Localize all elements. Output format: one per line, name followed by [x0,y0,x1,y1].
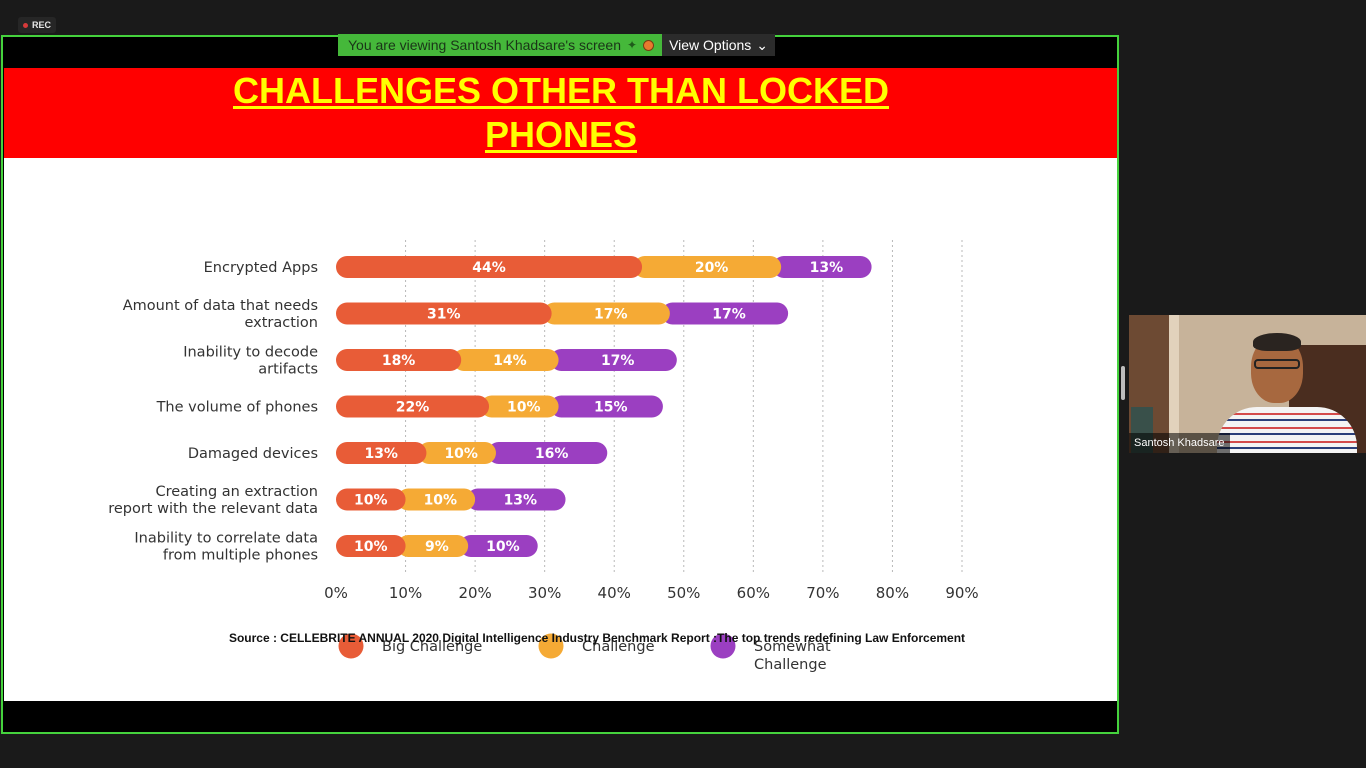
participant-glasses [1254,359,1300,369]
legend-label: Challenge [582,639,655,655]
bar-segment [480,395,559,418]
category-label: from multiple phones [163,548,318,564]
legend-label: Big Challenge [382,639,482,655]
x-tick-label: 30% [528,584,561,602]
recording-label: REC [32,20,52,30]
bar-segment [418,442,496,464]
slide-title-bar: CHALLENGES OTHER THAN LOCKED PHONES [4,68,1117,158]
data-label: 17% [601,353,635,369]
bar-segment [772,256,872,278]
x-tick-label: 40% [598,584,631,602]
bar-segment [550,395,663,418]
recording-indicator: REC [18,17,57,33]
bar-segment [336,302,552,325]
bar-segment [452,349,559,371]
x-tick-label: 20% [458,584,491,602]
data-label: 10% [444,446,478,462]
data-label: 17% [594,307,628,323]
x-tick-label: 60% [737,584,770,602]
data-label: 44% [472,260,506,276]
category-label: extraction [244,315,318,331]
category-label: Creating an extraction [155,484,318,500]
bar-segment [336,256,643,278]
bar-segment [633,256,782,278]
category-label: The volume of phones [156,400,318,416]
stacked-bar-chart: 0% 10% 20% 30% 40% 50% 60% 70% 80% 90% Encrypted A… [108,240,979,673]
data-label: 10% [507,400,541,416]
video-background-frame [1169,315,1179,453]
presentation-slide: CHALLENGES OTHER THAN LOCKED PHONES 0% 10… [4,68,1117,701]
data-label: 10% [354,539,388,555]
x-tick-label: 50% [667,584,700,602]
legend-marker [538,633,564,659]
data-label: 16% [535,446,569,462]
category-label: Inability to decode [183,345,318,361]
bar-segment [466,488,566,511]
category-label: Damaged devices [188,446,318,462]
category-label: report with the relevant data [108,501,318,517]
bar-segment [336,535,406,557]
data-label: 31% [427,307,461,323]
x-tick-label: 80% [876,584,909,602]
data-label: 10% [424,493,458,509]
bar-segment [336,349,462,371]
data-label: 10% [354,493,388,509]
x-tick-label: 10% [389,584,422,602]
category-label: Amount of data that needs [123,298,318,314]
data-label: 13% [364,446,398,462]
bar-segment [487,442,608,464]
bar-segment [336,488,406,511]
bar-segment [336,442,427,464]
data-label: 20% [695,260,729,276]
data-label: 15% [594,400,628,416]
data-label: 22% [396,400,430,416]
x-tick-label: 90% [945,584,978,602]
category-label: Encrypted Apps [204,260,318,276]
bar-segment [459,535,538,557]
bar-segment [336,395,490,418]
bar-segment [661,302,789,325]
viewing-notice: You are viewing Santosh Khadsare's scree… [338,34,663,56]
bar-segment [397,535,469,557]
bar-segment [397,488,476,511]
source-note: Source : CELLEBRITE ANNUAL 2020 Digital … [228,631,966,645]
participant-video[interactable]: Santosh Khadsare [1129,315,1366,453]
view-options-button[interactable]: View Options ⌄ [662,34,776,56]
legend-label: Challenge [754,657,827,673]
data-label: 13% [504,493,538,509]
category-label: artifacts [258,362,318,378]
x-tick-label: 0% [324,584,348,602]
bar-segment [543,302,670,325]
data-label: 14% [493,353,527,369]
data-label: 10% [486,539,520,555]
participant-hair [1253,333,1301,351]
screen-share-banner: You are viewing Santosh Khadsare's scree… [338,34,776,56]
participant-name: Santosh Khadsare [1129,433,1230,453]
participant-shirt [1217,407,1357,453]
shared-screen: CHALLENGES OTHER THAN LOCKED PHONES 0% 10… [1,35,1119,734]
slide-title: CHALLENGES OTHER THAN LOCKED PHONES [233,70,889,155]
data-label: 18% [382,353,416,369]
category-label: Inability to correlate data [134,531,318,547]
data-label: 9% [425,539,449,555]
viewing-text: You are viewing Santosh Khadsare's scree… [348,37,621,53]
gallery-resize-handle[interactable] [1121,366,1125,400]
record-dot-icon [23,22,28,28]
pin-icon[interactable]: ✦ [627,38,638,52]
view-options-label: View Options [669,37,752,53]
bar-segment [550,349,677,371]
legend-label: Somewhat [754,639,831,655]
stop-share-icon[interactable] [643,39,655,51]
data-label: 17% [712,307,746,323]
chevron-down-icon: ⌄ [756,36,769,53]
legend-marker [338,633,364,659]
legend-marker [710,633,736,659]
data-label: 13% [810,260,844,276]
x-tick-label: 70% [806,584,839,602]
